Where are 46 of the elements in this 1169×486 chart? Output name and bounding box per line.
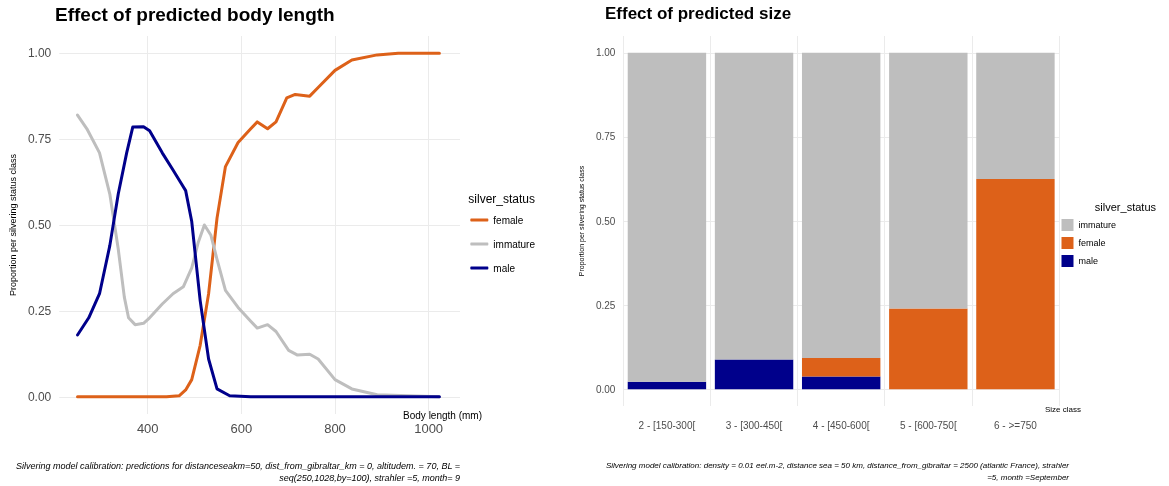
legend-label: female	[1078, 238, 1106, 248]
legend-label: female	[493, 214, 524, 226]
x-axis-title: Body length (mm)	[403, 410, 482, 422]
y-tick-label: 1.00	[595, 47, 616, 59]
y-tick-label: 0.50	[595, 215, 616, 227]
x-tick-label: 800	[324, 421, 346, 436]
bar	[889, 52, 968, 309]
bar	[801, 376, 881, 390]
x-tick-label: 2 - [150-300[	[638, 419, 696, 431]
x-axis-title: Size class	[1044, 404, 1081, 414]
legend-title: silver_status	[468, 192, 536, 206]
y-tick-label: 0.25	[27, 303, 52, 318]
y-tick-label: 0.75	[595, 131, 616, 143]
bar	[976, 178, 1055, 390]
text: Silvering model calibration: predictions for distanceseakm=50, dist_from_gibraltar_km = 0, altitudem. = 70, BL = seq(250,1028,by=100), strahler =5, month= 9	[14, 460, 460, 484]
legend-label: male	[1078, 256, 1099, 266]
x-tick-label: 400	[136, 421, 159, 436]
legend-label: immature	[1078, 220, 1117, 230]
bar	[976, 52, 1055, 179]
y-axis-title: Proportion per silvering status class	[7, 153, 18, 297]
y-tick-label: 0.00	[595, 383, 616, 395]
y-tick-label: 0.00	[27, 389, 52, 404]
x-tick-label: 4 - [450-600[	[812, 419, 870, 431]
x-tick-label: 3 - [300-450[	[725, 419, 783, 431]
chart-title: Effect of predicted size	[605, 4, 792, 23]
x-tick-label: 5 - [600-750[	[899, 419, 957, 431]
bar	[889, 308, 968, 390]
bar	[627, 381, 707, 390]
y-tick-label: 1.00	[27, 46, 52, 61]
y-tick-label: 0.50	[27, 218, 52, 232]
legend-label: immature	[493, 238, 536, 250]
x-tick-label: 6 - >=750	[994, 419, 1038, 431]
chart-title: Effect of predicted body length	[55, 4, 335, 25]
line-series	[76, 51, 441, 399]
x-tick-label: 1000	[414, 421, 444, 436]
bar	[627, 52, 707, 382]
bar	[714, 52, 794, 360]
y-tick-label: 0.25	[595, 299, 616, 311]
bar	[801, 357, 881, 377]
y-tick-label: 0.75	[27, 132, 52, 147]
legend-title: silver_status	[1094, 200, 1157, 213]
x-tick-label: 600	[230, 421, 253, 436]
bar	[801, 52, 881, 358]
legend-label: male	[493, 262, 516, 274]
bar	[714, 359, 794, 390]
text: Silvering model calibration: density = 0.01 eel.m-2, distance sea = 50 km, distance_from_gibraltar = 2500 (atlantic France), strahler =5, month =September	[604, 460, 1069, 484]
